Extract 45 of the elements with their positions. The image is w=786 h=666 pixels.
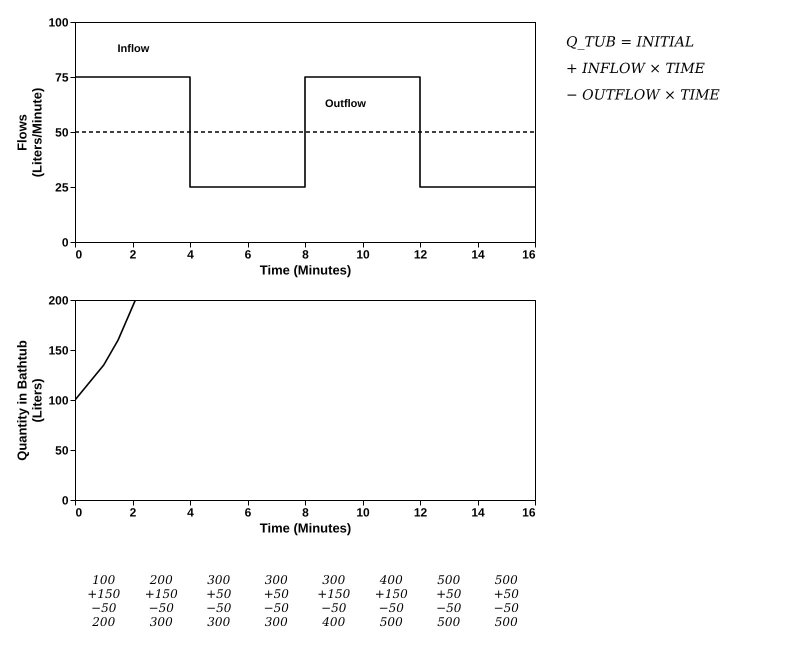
y-tick-label: 150 [48, 344, 69, 358]
x-tick-label: 10 [356, 248, 370, 262]
x-tick-label: 4 [187, 506, 194, 520]
text: 400 +150 −50 500 [374, 573, 408, 629]
text: 500 +50 −50 500 [436, 573, 462, 629]
x-tick-label: 16 [522, 506, 536, 520]
y-tick-label: 50 [55, 444, 69, 458]
x-tick-label: 2 [130, 248, 137, 262]
x-tick-label: 6 [244, 248, 252, 262]
x-tick-label: 10 [356, 506, 370, 520]
x-axis-title: Time (Minutes) [260, 520, 352, 536]
text: 300 +50 −50 300 [264, 573, 290, 629]
x-tick-label: 12 [414, 248, 428, 262]
x-tick-label: 0 [76, 248, 82, 262]
x-tick-label: 14 [471, 248, 485, 262]
text: 300 +150 −50 400 [317, 573, 351, 629]
y-axis-title: Flows (Liters/Minute) [14, 88, 44, 178]
x-tick-label: 16 [522, 248, 536, 262]
y-tick-label: 100 [48, 16, 69, 30]
text: 200 +150 −50 300 [144, 573, 178, 629]
y-tick-label: 75 [55, 70, 69, 84]
x-tick-label: 14 [471, 506, 485, 520]
text: − OUTFLOW × TIME [566, 88, 720, 104]
x-tick-label: 0 [76, 506, 82, 520]
x-tick-label: 6 [244, 506, 252, 520]
text: 100 +150 −50 200 [87, 573, 121, 629]
y-tick-label: 200 [48, 294, 69, 308]
x-tick-label: 8 [302, 506, 310, 520]
y-tick-label: 50 [55, 126, 69, 140]
x-tick-label: 12 [414, 506, 428, 520]
text: + INFLOW × TIME [566, 61, 705, 77]
y-tick-label: 0 [62, 236, 69, 250]
series-label: Inflow [118, 43, 150, 55]
x-tick-label: 2 [130, 506, 137, 520]
series-label: Outflow [325, 98, 366, 110]
x-axis-title: Time (Minutes) [260, 262, 352, 278]
y-tick-label: 100 [48, 394, 69, 408]
text: Q_TUB = INITIAL [566, 34, 694, 50]
y-axis-title: Quantity in Bathtub (Liters) [14, 340, 44, 461]
text: 300 +50 −50 300 [206, 573, 232, 629]
text: 500 +50 −50 500 [494, 573, 520, 629]
y-tick-label: 25 [55, 180, 69, 194]
y-tick-label: 0 [62, 494, 69, 508]
x-tick-label: 4 [187, 248, 194, 262]
x-tick-label: 8 [302, 248, 310, 262]
